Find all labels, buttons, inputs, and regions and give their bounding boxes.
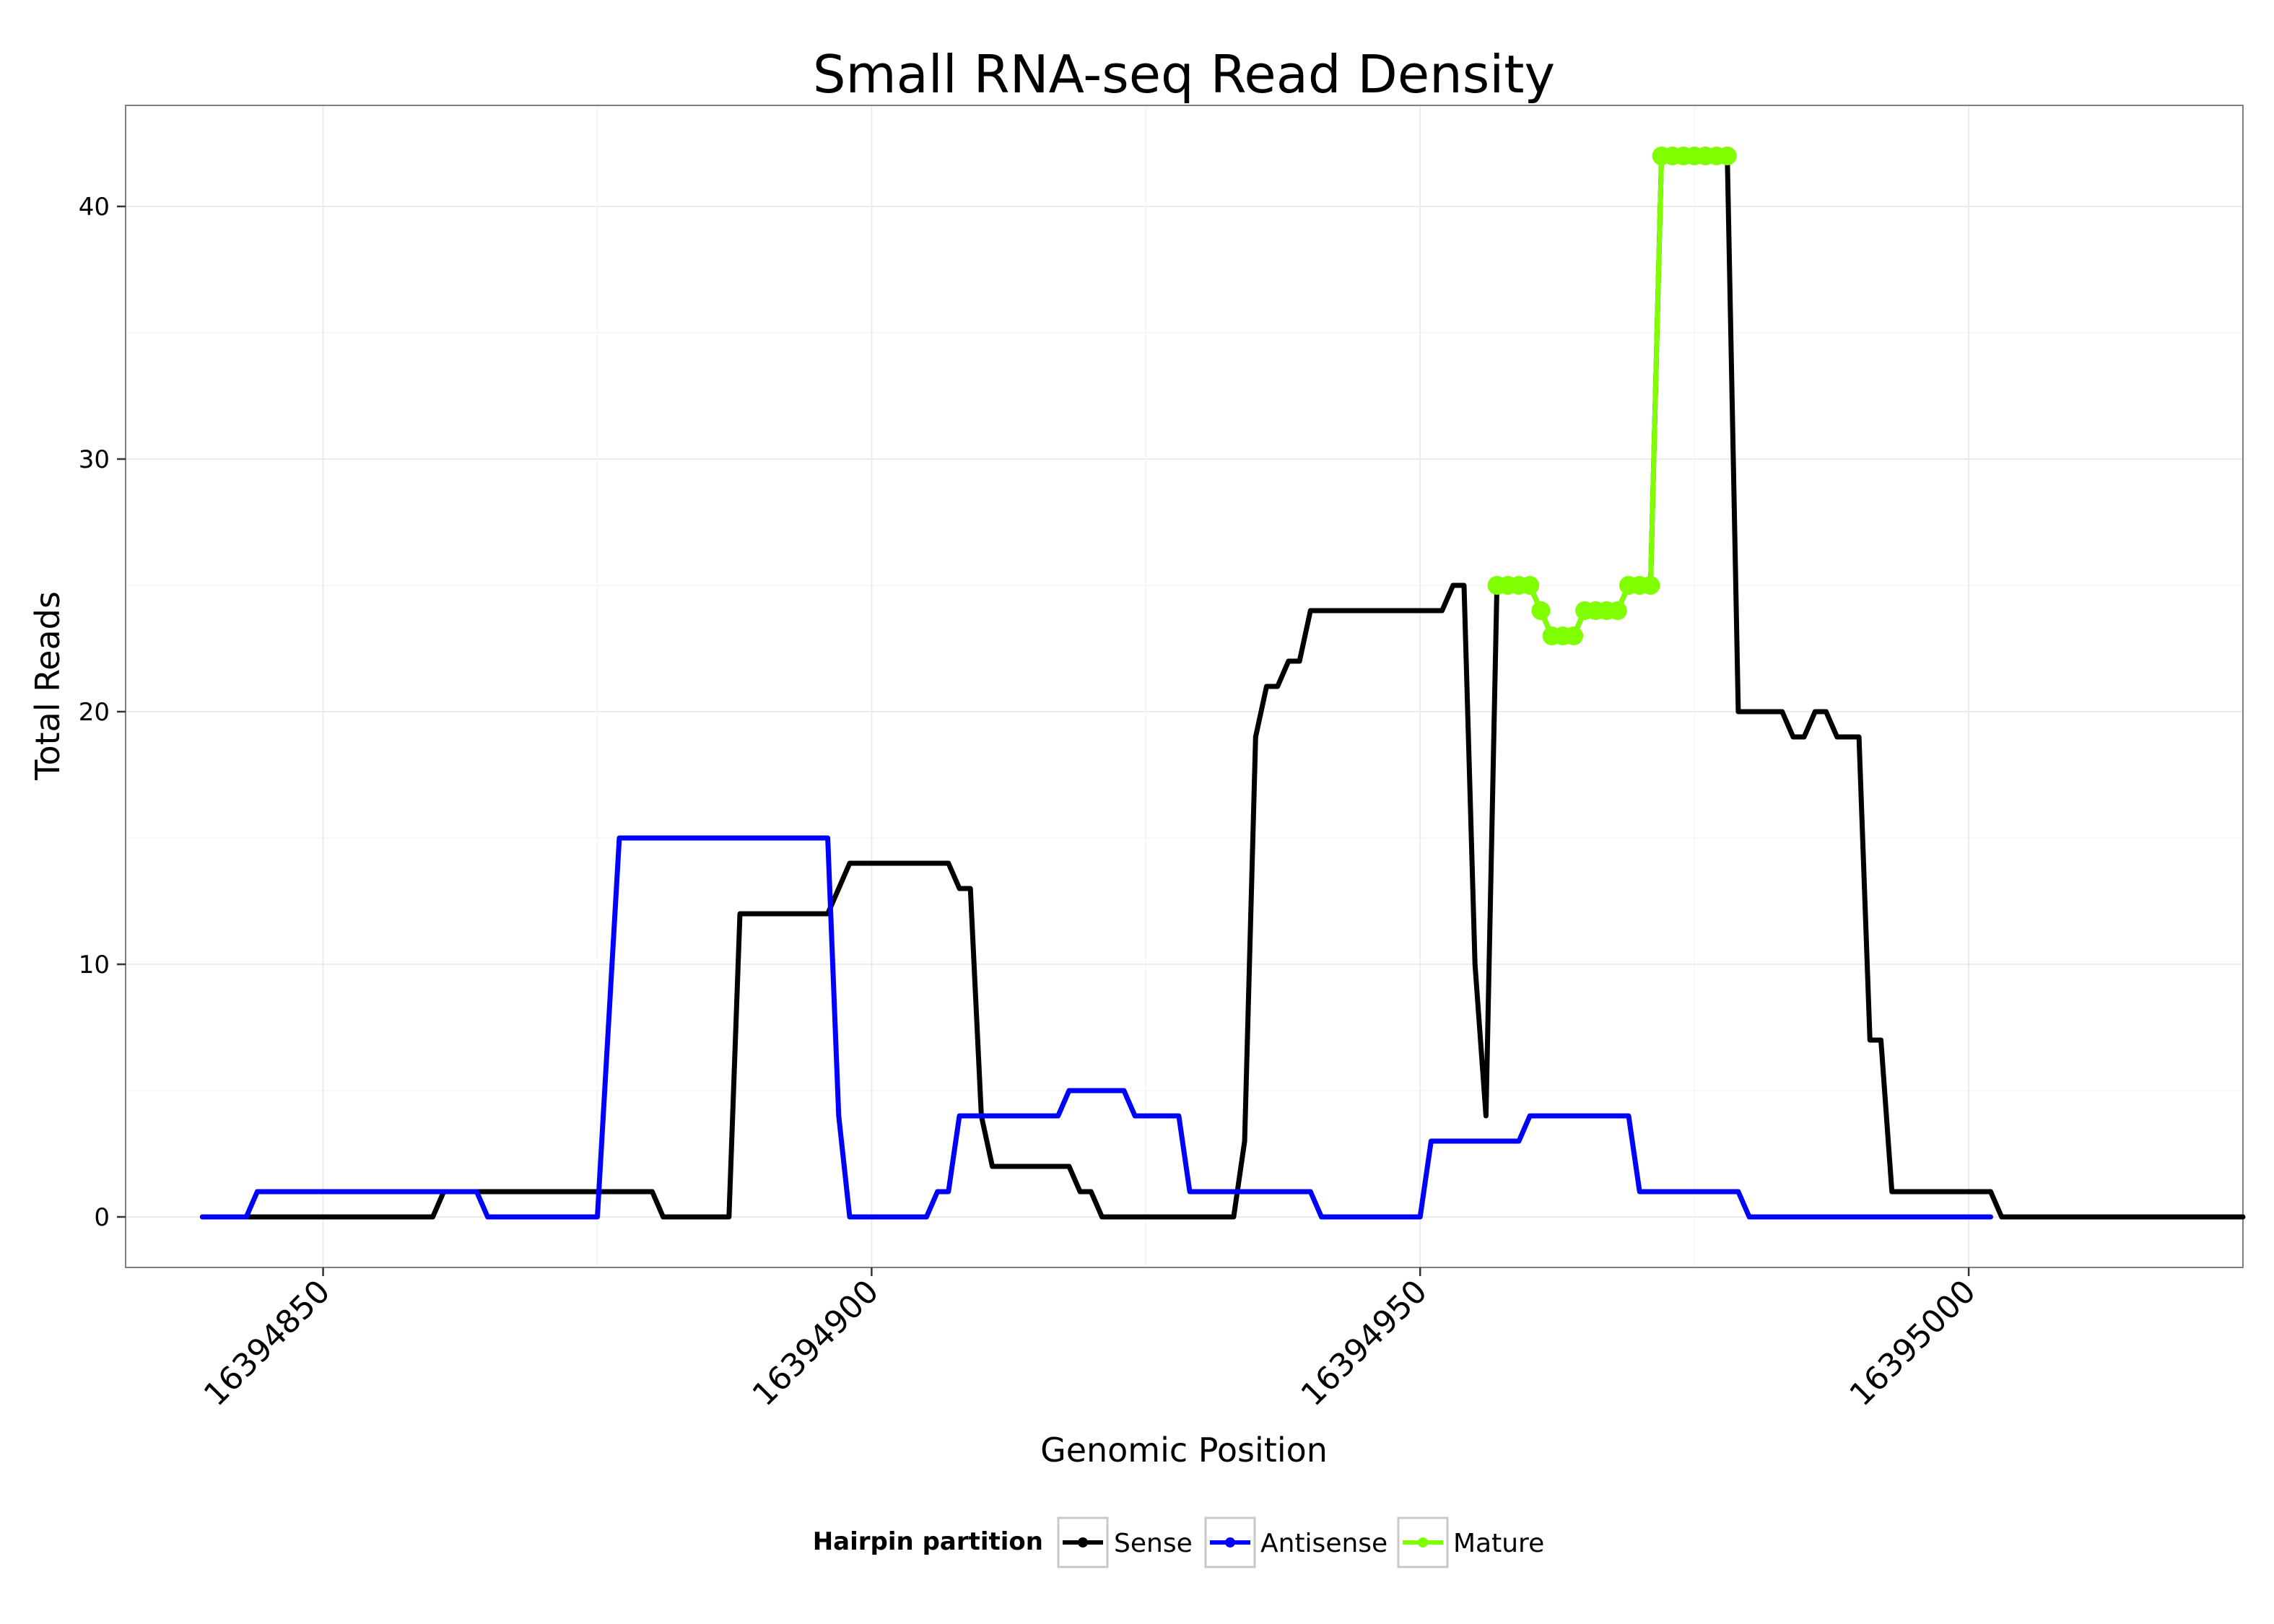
y-tick-label: 40 — [79, 193, 110, 222]
mature-point — [1641, 576, 1660, 595]
series-layer — [199, 147, 2246, 1220]
y-tick-label: 20 — [79, 698, 110, 727]
chart-title: Small RNA-seq Read Density — [813, 44, 1555, 105]
series-line-sense — [199, 153, 2246, 1220]
legend-label-sense: Sense — [1114, 1529, 1193, 1558]
mature-point — [1564, 627, 1583, 645]
legend-key-antisense-dot — [1225, 1537, 1235, 1547]
mature-point — [1608, 601, 1627, 620]
y-tick-label: 30 — [79, 445, 110, 474]
y-tick-label: 0 — [94, 1203, 110, 1232]
legend: Hairpin partition Sense Antisense Mature — [813, 1516, 1544, 1568]
series-line-antisense — [199, 835, 1993, 1220]
mature-point — [1717, 147, 1737, 165]
legend-key-mature-dot — [1418, 1537, 1428, 1547]
legend-key-sense-dot — [1078, 1537, 1088, 1547]
y-axis-label: Total Reads — [28, 591, 67, 781]
y-tick-label: 10 — [79, 951, 110, 979]
x-axis-label: Genomic Position — [1040, 1431, 1328, 1470]
legend-title: Hairpin partition — [813, 1527, 1043, 1556]
legend-label-antisense: Antisense — [1260, 1529, 1388, 1558]
legend-label-mature: Mature — [1453, 1529, 1544, 1558]
mature-point — [1531, 601, 1551, 620]
plot-panel-border — [125, 105, 2244, 1268]
grid — [126, 105, 2243, 1267]
y-axis: 0 10 20 30 40 — [79, 193, 126, 1232]
mature-point — [1520, 576, 1540, 595]
